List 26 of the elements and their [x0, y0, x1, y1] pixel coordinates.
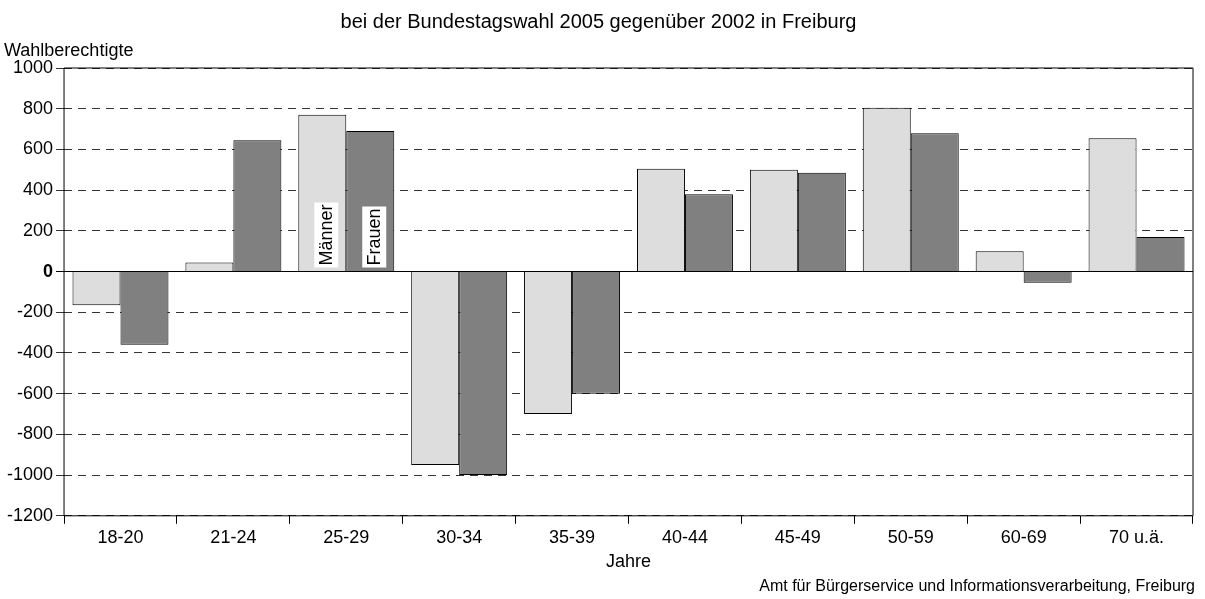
y-tick-label: -600: [17, 382, 54, 403]
x-tick-label: 35-39: [549, 526, 596, 547]
y-tick-label: -1200: [6, 504, 54, 525]
x-tick-label: 21-24: [210, 526, 257, 547]
y-tick-label: -400: [17, 341, 54, 362]
x-tick-label: 40-44: [661, 526, 708, 547]
chart-title: bei der Bundestagswahl 2005 gegenüber 2002 in Freiburg: [340, 9, 857, 32]
y-tick-label: 800: [22, 97, 54, 118]
y-tick-label: -800: [17, 423, 54, 444]
x-axis-title: Jahre: [606, 551, 652, 572]
x-tick-label: 25-29: [323, 526, 370, 547]
y-tick-label: -200: [17, 301, 54, 322]
x-tick-label: 18-20: [97, 526, 144, 547]
y-tick-label: 200: [22, 219, 54, 240]
x-tick-label: 70 u.ä.: [1109, 526, 1165, 547]
x-tick-label: 45-49: [774, 526, 821, 547]
x-tick-label: 60-69: [1000, 526, 1047, 547]
series-label: Frauen: [364, 208, 385, 266]
y-tick-label: 0: [43, 260, 54, 281]
y-tick-label: 600: [22, 138, 54, 159]
series-label: Männer: [316, 204, 337, 266]
y-tick-label: 400: [22, 179, 54, 200]
x-tick-label: 50-59: [887, 526, 934, 547]
text: Amt für Bürgerservice und Informationsverarbeitung, Freiburg: [759, 577, 1195, 595]
y-tick-label: -1000: [6, 464, 54, 485]
x-tick-label: 30-34: [436, 526, 483, 547]
